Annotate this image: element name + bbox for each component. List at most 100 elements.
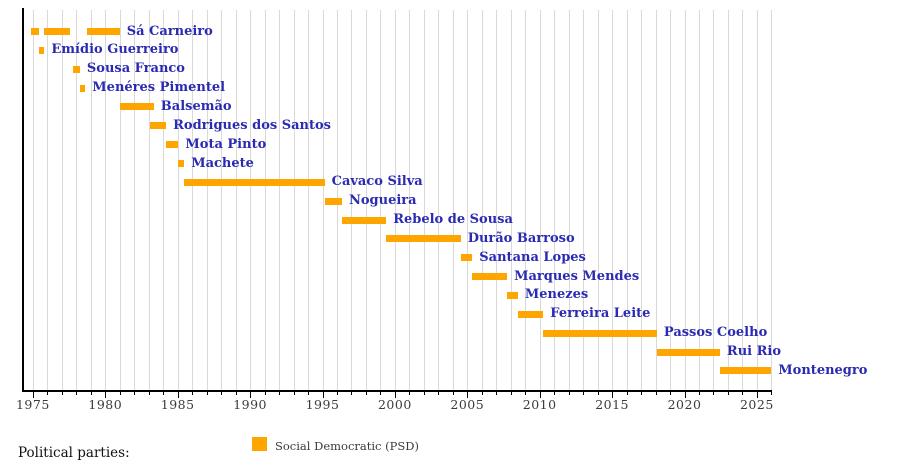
x-tick [698, 390, 700, 395]
year-gridline [394, 10, 396, 390]
year-gridline [568, 10, 570, 390]
x-tick [365, 390, 367, 395]
year-gridline [698, 10, 700, 390]
x-tick [771, 390, 773, 395]
year-gridline [438, 10, 440, 390]
x-tick [279, 390, 280, 395]
x-tick-label: 1985 [160, 397, 195, 412]
leader-label: Sousa Franco [86, 61, 185, 77]
x-tick [467, 390, 469, 398]
year-gridline [32, 10, 34, 390]
year-gridline [727, 10, 729, 390]
x-tick [192, 390, 194, 395]
x-tick [727, 390, 729, 395]
x-axis-line [22, 390, 773, 392]
year-gridline [264, 10, 266, 390]
year-gridline [308, 10, 309, 390]
leader-label: Mota Pinto [185, 136, 267, 152]
year-gridline [641, 10, 642, 390]
x-tick [496, 390, 498, 395]
leader-label: Ferreira Leite [550, 306, 651, 322]
year-gridline [192, 10, 194, 390]
legend-title: Political parties: [18, 445, 130, 461]
year-gridline [105, 10, 107, 390]
year-gridline [322, 10, 324, 390]
year-gridline [742, 10, 744, 390]
leader-label: Rebelo de Sousa [393, 212, 513, 227]
x-tick-label: 2000 [377, 397, 412, 412]
x-tick [670, 390, 671, 395]
leader-label: Rui Rio [726, 344, 782, 359]
leader-label: Durão Barroso [467, 230, 575, 246]
x-tick [221, 390, 223, 395]
year-gridline [684, 10, 686, 390]
year-gridline [597, 10, 599, 390]
year-gridline [510, 10, 512, 390]
x-tick-label: 2010 [522, 397, 557, 412]
term-bar [178, 160, 185, 167]
year-gridline [713, 10, 715, 390]
x-tick [76, 390, 78, 395]
year-gridline [452, 10, 454, 390]
term-bar [517, 310, 544, 318]
year-gridline [467, 10, 469, 390]
x-tick [409, 390, 411, 395]
x-tick [583, 390, 585, 395]
year-gridline [626, 10, 628, 390]
term-bar [73, 65, 80, 73]
x-tick [655, 390, 657, 395]
leader-label: Sá Carneiro [126, 23, 213, 39]
term-bar [342, 216, 387, 224]
year-gridline [771, 10, 773, 390]
year-gridline [206, 10, 208, 390]
x-tick [47, 390, 49, 395]
leader-label: Rodrigues dos Santos [173, 117, 331, 133]
leader-label: Machete [191, 155, 254, 171]
term-bar [507, 291, 518, 299]
leader-label: Emídio Guerreiro [51, 42, 179, 58]
x-tick [380, 390, 382, 395]
leader-label: Menéres Pimentel [92, 80, 226, 96]
year-gridline [612, 10, 614, 390]
x-tick [626, 390, 628, 395]
year-gridline [525, 10, 527, 390]
x-tick [250, 390, 252, 398]
year-gridline [554, 10, 556, 390]
term-bar [150, 122, 166, 130]
x-tick [452, 390, 454, 395]
x-tick [177, 390, 179, 398]
year-gridline [756, 10, 758, 390]
x-tick [206, 390, 208, 395]
x-tick-label: 2025 [739, 397, 774, 412]
term-bar [80, 84, 86, 92]
year-gridline [351, 10, 353, 390]
year-gridline [409, 10, 411, 390]
year-gridline [119, 10, 121, 390]
year-gridline [221, 10, 223, 390]
year-gridline [47, 10, 49, 390]
leader-label: Marques Mendes [514, 268, 640, 284]
term-bar [460, 254, 473, 262]
year-gridline [655, 10, 657, 390]
x-tick [423, 390, 425, 395]
x-tick [438, 390, 440, 395]
year-gridline [293, 10, 295, 390]
x-tick [163, 390, 165, 395]
x-tick [336, 390, 338, 395]
x-tick [351, 390, 353, 395]
x-tick [293, 390, 295, 395]
term-bar [719, 367, 772, 375]
y-axis-line [22, 8, 24, 391]
year-gridline [365, 10, 367, 390]
x-tick [525, 390, 527, 395]
legend-swatch-psd [252, 437, 267, 451]
x-tick-label: 1980 [88, 397, 123, 412]
leader-label: Passos Coelho [663, 325, 768, 341]
term-bar [184, 178, 325, 186]
term-bar [543, 329, 657, 337]
year-gridline [279, 10, 280, 390]
year-gridline [481, 10, 483, 390]
term-bar [324, 197, 342, 205]
leader-label: Balsemão [160, 98, 232, 114]
